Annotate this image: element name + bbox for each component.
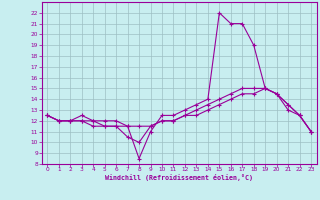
X-axis label: Windchill (Refroidissement éolien,°C): Windchill (Refroidissement éolien,°C) (105, 174, 253, 181)
